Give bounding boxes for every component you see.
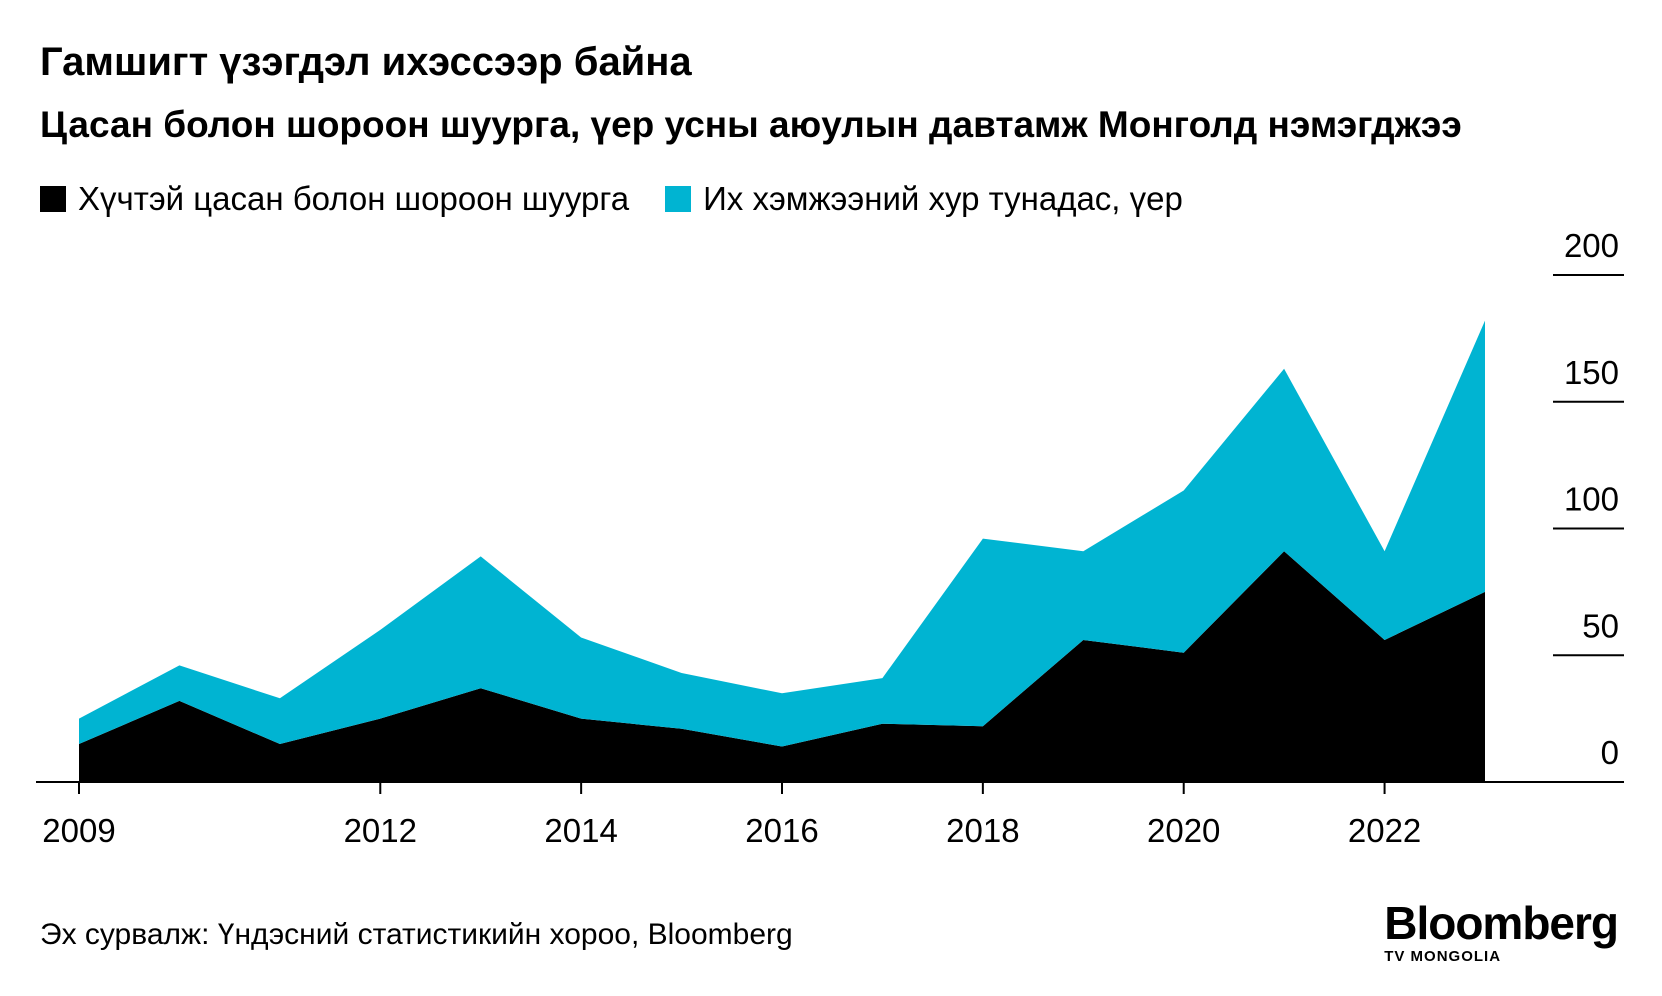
legend-item-floods: Их хэмжээний хур тунадас, үер xyxy=(665,180,1183,218)
legend-swatch-storms xyxy=(40,186,66,212)
source-note: Эх сурвалж: Үндэсний статистикийн хороо,… xyxy=(40,918,793,951)
chart-series-areas xyxy=(79,320,1485,782)
y-tick-label: 0 xyxy=(1601,734,1619,771)
x-tick-label: 2009 xyxy=(42,812,115,849)
y-tick-label: 100 xyxy=(1564,481,1619,518)
y-tick-label: 200 xyxy=(1564,227,1619,264)
chart-axes: 2009 2012 2014 2016 2018 2020 2022 0 50 100 150 200 xyxy=(36,227,1624,849)
bloomberg-logo: Bloomberg TV MONGOLIA xyxy=(1384,897,1619,965)
y-tick-label: 50 xyxy=(1582,607,1619,644)
chart-title: Гамшигт үзэгдэл ихэссээр байна xyxy=(40,40,692,84)
x-tick-label: 2018 xyxy=(946,812,1019,849)
chart-subtitle: Цасан болон шороон шуурга, үер усны аюул… xyxy=(40,104,1462,145)
x-tick-label: 2020 xyxy=(1147,812,1220,849)
legend-label-storms: Хүчтэй цасан болон шороон шуурга xyxy=(78,180,630,217)
legend: Хүчтэй цасан болон шороон шуурга Их хэмж… xyxy=(40,180,1219,218)
series-area-1 xyxy=(79,320,1485,747)
legend-label-floods: Их хэмжээний хур тунадас, үер xyxy=(703,180,1183,217)
x-tick-label: 2014 xyxy=(544,812,617,849)
x-tick-label: 2016 xyxy=(745,812,818,849)
x-tick-label: 2012 xyxy=(344,812,417,849)
logo-subtitle: TV MONGOLIA xyxy=(1384,948,1502,965)
x-tick-label: 2022 xyxy=(1348,812,1421,849)
y-tick-label: 150 xyxy=(1564,354,1619,391)
logo-wordmark: Bloomberg xyxy=(1384,897,1619,949)
legend-item-storms: Хүчтэй цасан болон шороон шуурга xyxy=(40,180,629,218)
series-area-0 xyxy=(79,551,1485,782)
legend-swatch-floods xyxy=(665,186,692,212)
